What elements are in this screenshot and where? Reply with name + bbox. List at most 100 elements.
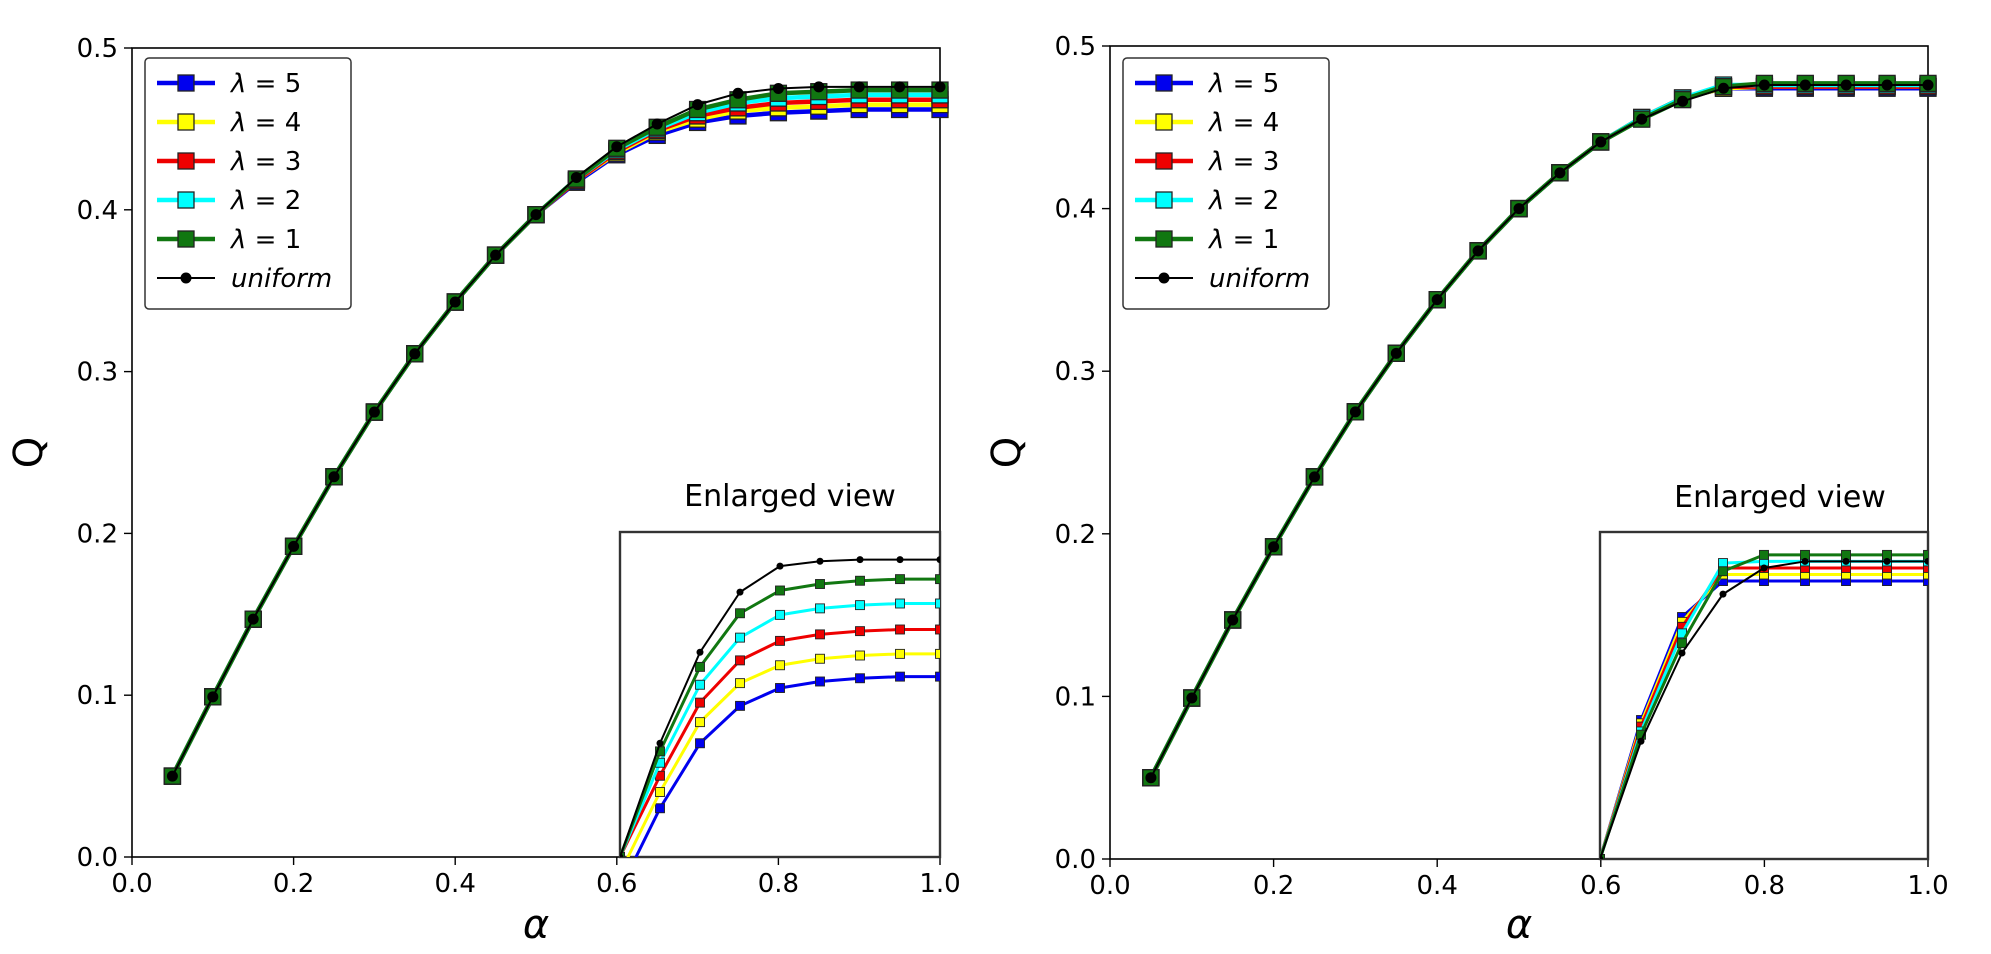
left-inset-point-uniform [620,853,624,857]
right-legend-symbol: λ [1207,69,1224,99]
left-point-uniform [934,81,946,93]
left-legend-label-uniform: uniform [231,264,332,294]
right-point-uniform [1186,692,1198,704]
left-legend-value: = 5 [246,69,301,99]
left-inset-point-lambda-2 [695,679,705,690]
right-point-uniform [1390,347,1402,359]
right-legend-label-lambda-2: λ = 2 [1207,186,1279,216]
left-legend-symbol: λ [229,147,246,177]
left-point-uniform [328,471,340,483]
left-point-uniform [813,81,825,93]
right-y-tick-label: 0.2 [1055,520,1096,550]
left-inset-point-uniform [656,739,664,747]
right-legend-marker-lambda-1 [1155,230,1173,248]
left-y-tick-label: 0.4 [77,196,118,226]
left-legend-value: = 4 [246,108,301,138]
left-inset-point-lambda-2 [775,609,785,620]
right-x-tick-label: 1.0 [1907,871,1948,901]
left-legend-marker-lambda-2 [177,191,195,209]
right-point-uniform [1758,79,1770,91]
right-inset-point-uniform [1600,855,1604,859]
right-legend-label-uniform: uniform [1209,264,1310,294]
left-point-uniform [530,209,542,221]
left-inset-point-uniform [856,556,864,564]
left-inset-point-lambda-4 [655,787,665,797]
right-plot-frame [1109,45,1929,860]
right-legend-value: = 1 [1224,225,1279,255]
right-legend-marker-uniform [1158,272,1170,284]
right-inset-point-uniform [1760,564,1768,572]
left-y-tick-label: 0.3 [77,358,118,388]
left-y-tick-label: 0.1 [77,681,118,711]
left-point-uniform [570,171,582,183]
right-inset-point-lambda-3 [1923,563,1928,573]
right-inset-point-lambda-1 [1759,549,1769,560]
left-legend-marker-uniform [180,272,192,284]
left-legend-marker-lambda-1 [177,230,195,248]
right-y-axis-label: Q [984,437,1030,468]
right-legend-marker-lambda-3 [1155,152,1173,170]
left-inset-point-lambda-3 [735,655,745,666]
right-panel: 0.0 0.2 0.4 0.6 0.8 1.0 0.0 0.1 0.2 0.3 0.4 0.5 α Q En… [984,32,1949,948]
left-inset-title: Enlarged view [684,479,896,514]
left-inset-point-lambda-2 [895,598,905,609]
left-legend-symbol: λ [229,69,246,99]
right-inset-plot [1600,549,1928,859]
right-point-uniform [1227,614,1239,626]
left-point-uniform [732,87,744,99]
right-point-uniform [1840,79,1852,91]
right-point-uniform [1145,772,1157,784]
left-point-uniform [247,613,259,625]
left-y-tick-label: 0.0 [77,843,118,873]
right-inset-title: Enlarged view [1674,480,1886,515]
right-legend-value: = 2 [1224,186,1279,216]
left-inset-point-lambda-3 [815,629,825,640]
right-legend-value: = 5 [1224,69,1279,99]
right-inset-point-uniform [1883,557,1891,565]
left-inset-point-lambda-1 [735,608,745,619]
right-x-tick-label: 0.8 [1744,871,1785,901]
left-point-uniform [207,691,219,703]
left-inset-point-lambda-5 [935,671,940,682]
right-legend-symbol: λ [1207,225,1224,255]
left-point-uniform [449,296,461,308]
left-point-uniform [611,141,623,153]
left-inset-point-lambda-3 [935,624,940,635]
left-series-line-uniform [171,85,940,777]
right-y-tick-label: 0.4 [1055,195,1096,225]
left-inset-point-lambda-5 [815,676,825,687]
right-y-tick-label: 0.0 [1055,845,1096,875]
left-point-uniform [368,406,380,418]
right-point-uniform [1268,541,1280,553]
left-point-uniform [166,770,178,782]
left-legend-label-lambda-3: λ = 3 [229,147,301,177]
right-x-tick-label: 0.4 [1417,871,1458,901]
left-legend-marker-lambda-4 [177,113,195,131]
left-x-tick-label: 0.2 [273,869,314,899]
left-x-tick-label: 0.0 [111,869,152,899]
right-x-tick-label: 0.6 [1580,871,1621,901]
left-panel: 0.0 0.2 0.4 0.6 0.8 1.0 0.0 0.1 0.2 0.3 0.4 0.5 α Q En… [6,34,961,948]
left-point-uniform [772,82,784,94]
left-legend-symbol: λ [229,186,246,216]
left-inset-point-lambda-4 [775,660,785,671]
left-inset-point-lambda-2 [935,598,940,609]
left-legend-marker-lambda-3 [177,152,195,170]
right-legend-marker-lambda-2 [1155,191,1173,209]
left-legend-marker-lambda-5 [177,74,195,92]
left-point-uniform [409,348,421,360]
left-inset-point-lambda-5 [895,671,905,682]
right-point-uniform [1513,203,1525,215]
left-inset-point-lambda-5 [855,673,865,684]
right-inset-point-lambda-1 [1923,549,1928,560]
left-inset-point-uniform [896,556,904,564]
right-inset-point-lambda-1 [1677,638,1687,649]
left-inset-point-lambda-1 [935,574,940,585]
left-legend-label-lambda-2: λ = 2 [229,186,301,216]
right-legend-value: = 4 [1224,108,1279,138]
left-legend-value: = 2 [246,186,301,216]
right-legend-value: = 3 [1224,147,1279,177]
right-y-tick-label: 0.3 [1055,357,1096,387]
right-inset-point-lambda-1 [1718,566,1728,577]
